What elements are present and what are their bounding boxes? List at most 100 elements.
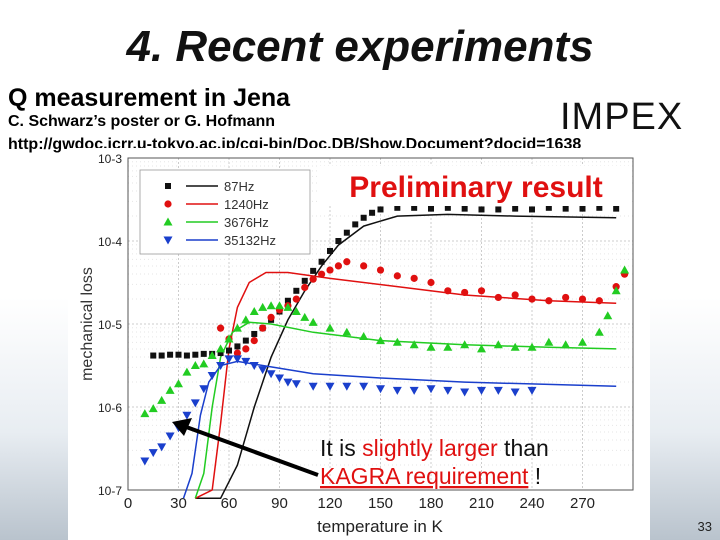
data-point — [284, 297, 291, 304]
data-point — [308, 382, 318, 391]
data-point — [258, 366, 268, 375]
data-point — [510, 388, 520, 397]
legend-label: 35132Hz — [224, 233, 276, 248]
data-point — [613, 205, 620, 212]
data-point — [562, 205, 569, 212]
data-point — [326, 266, 334, 274]
data-point — [392, 386, 402, 395]
data-point — [150, 352, 157, 359]
data-point — [460, 340, 470, 349]
x-tick-label: 0 — [124, 495, 132, 512]
data-point — [232, 355, 242, 364]
annotation-arrow — [172, 418, 319, 477]
data-point — [157, 395, 167, 404]
y-tick-label: 10-3 — [98, 152, 122, 166]
data-point — [359, 331, 369, 340]
preliminary-label: Preliminary result — [349, 171, 602, 204]
data-point — [494, 293, 502, 302]
data-point — [611, 286, 621, 295]
data-point — [409, 340, 419, 349]
data-point — [163, 217, 173, 226]
data-point — [562, 293, 570, 302]
data-point — [409, 386, 419, 395]
data-point — [224, 334, 234, 343]
xlabel: temperature in K — [317, 517, 443, 536]
data-point — [493, 386, 503, 395]
data-point — [377, 206, 384, 213]
data-point — [545, 204, 552, 211]
credit-line: C. Schwarz’s poster or G. Hofmann — [8, 113, 276, 130]
data-point — [595, 297, 603, 305]
data-point — [266, 370, 276, 379]
data-point — [267, 313, 275, 321]
data-point — [158, 352, 165, 359]
mechanical-loss-chart: 0 30 60 90 120 150 180 210 240 270 10-7 10-6 10-5 10-… — [68, 148, 650, 540]
data-point — [352, 221, 359, 228]
data-point — [241, 315, 251, 324]
legend: 87Hz 1240Hz 3676Hz 35132Hz — [139, 169, 311, 255]
data-point — [461, 288, 469, 297]
data-point — [291, 380, 301, 389]
data-point — [318, 258, 325, 265]
x-tick-label: 90 — [271, 495, 288, 512]
data-point — [283, 302, 293, 311]
data-point — [232, 323, 242, 332]
data-point — [495, 206, 502, 213]
data-point — [199, 385, 209, 394]
data-point — [226, 347, 232, 354]
x-tick-label: 180 — [418, 495, 443, 512]
x-tick-label: 30 — [170, 495, 187, 512]
data-point — [140, 409, 150, 418]
data-point — [283, 378, 293, 387]
data-point — [426, 385, 436, 394]
x-tick-label: 150 — [368, 495, 393, 512]
data-point — [444, 287, 452, 295]
data-point — [477, 344, 486, 353]
data-point — [360, 214, 367, 221]
data-point — [317, 270, 326, 278]
data-point — [335, 238, 342, 244]
data-point — [529, 206, 535, 213]
data-point — [266, 301, 276, 310]
data-point — [444, 204, 451, 211]
data-point — [301, 283, 309, 292]
data-point — [174, 379, 183, 388]
data-point — [460, 388, 470, 397]
data-point — [427, 278, 435, 287]
data-point — [275, 301, 284, 310]
ylabel: mechanical loss — [79, 267, 96, 381]
data-point — [293, 287, 300, 294]
data-point — [376, 266, 385, 274]
data-point — [594, 327, 604, 336]
x-tick-label: 270 — [570, 495, 595, 512]
data-point — [233, 349, 242, 357]
data-point — [527, 386, 537, 395]
data-point — [308, 317, 318, 326]
data-point — [258, 302, 268, 311]
data-point — [292, 295, 300, 303]
data-points — [140, 195, 630, 466]
data-point — [578, 295, 587, 303]
data-point — [410, 274, 418, 282]
data-point — [291, 307, 301, 316]
data-point — [163, 236, 173, 245]
x-tick-label: 210 — [469, 495, 494, 512]
data-point — [301, 277, 308, 284]
data-point — [148, 449, 158, 458]
data-point — [167, 351, 174, 358]
data-point — [376, 336, 385, 345]
legend-label: 1240Hz — [224, 197, 269, 212]
data-point — [325, 382, 335, 391]
data-point — [426, 342, 436, 351]
data-point — [578, 337, 587, 346]
plot-frame — [127, 157, 634, 491]
data-point — [603, 311, 613, 320]
data-point — [461, 205, 468, 212]
data-point — [428, 205, 434, 212]
data-point — [512, 205, 519, 212]
data-point — [164, 200, 172, 208]
data-point — [527, 342, 537, 351]
data-point — [411, 204, 418, 211]
note-line-2: KAGRA requirement ! — [320, 463, 541, 489]
data-point — [393, 272, 401, 280]
